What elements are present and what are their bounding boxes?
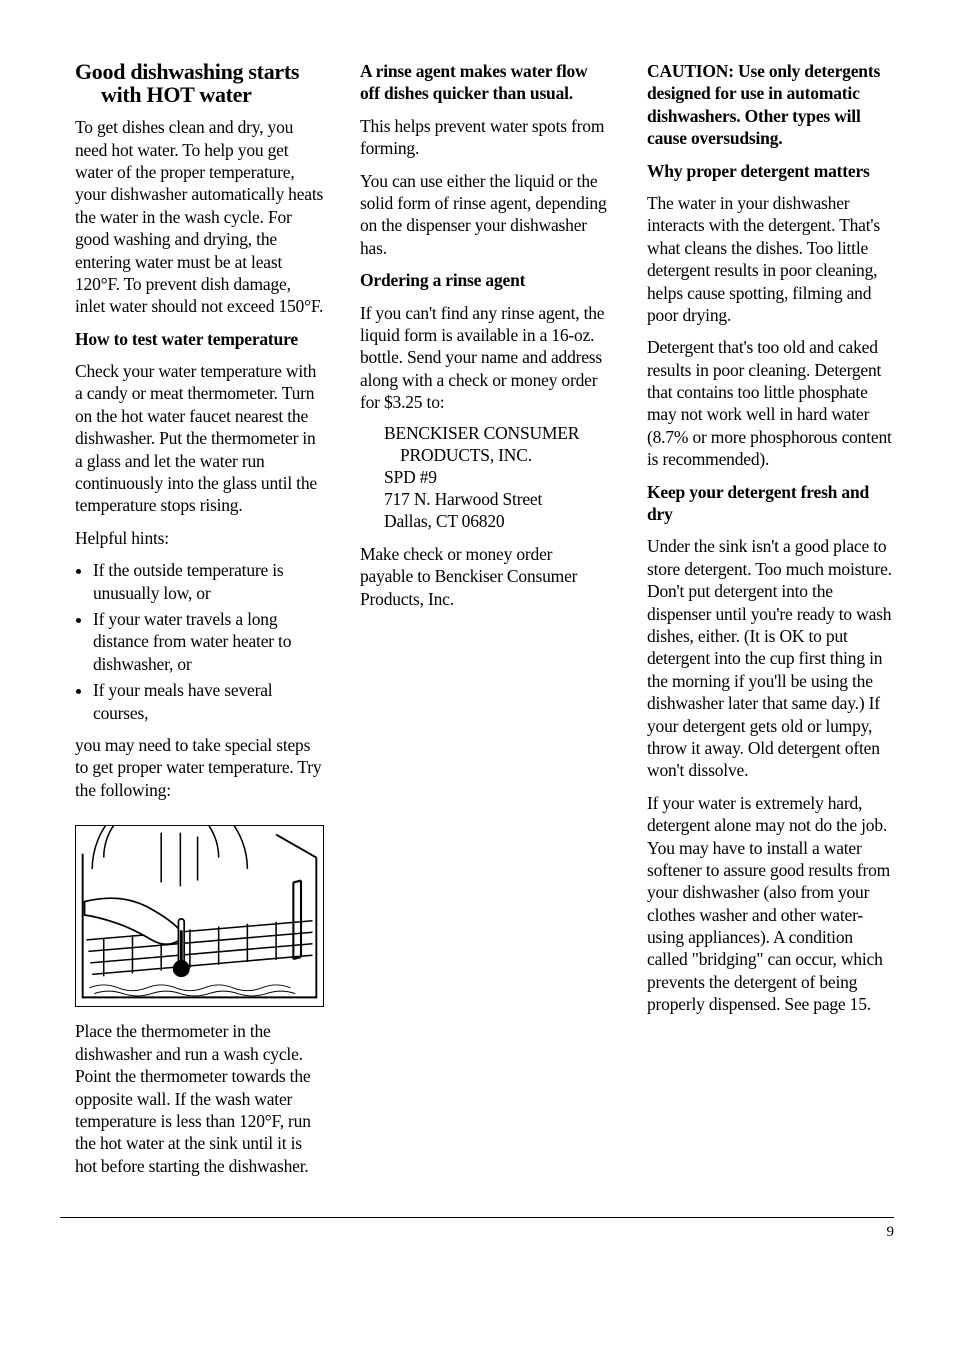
paragraph: Detergent that's too old and caked resul… [647,336,894,470]
text: Place the thermometer [75,1021,232,1041]
paragraph: To get dishes clean and dry, you need ho… [75,116,324,318]
paragraph: Make check or money order payable to Ben… [360,543,609,610]
paragraph: The water in your dishwasher interacts w… [647,192,894,326]
text: (8.7% [647,427,688,447]
paragraph-hints-label: Helpful hints: [75,527,324,549]
text: Detergent that's too old and caked resul… [647,337,881,424]
paragraph: You can use either the liquid or the sol… [360,170,609,260]
subheading-text: Why proper detergent matters [647,161,870,181]
column-3: CAUTION: Use only detergents designed fo… [645,60,894,1187]
paragraph: you may need to take special steps to ge… [75,734,324,801]
paragraph: If you can't find any rinse agent, the l… [360,302,609,414]
list-item: If your meals have several courses, [93,679,324,724]
text: of [801,972,815,992]
column-1: Good dishwashing starts with HOT water T… [75,60,324,1187]
page-footer: 9 [60,1217,894,1241]
text: If you can't find any rinse agent, the [360,303,604,323]
list-item: If your water travels a long distance fr… [93,608,324,675]
address-line: PRODUCTS, INC. [400,445,609,467]
section-heading-hot-water: Good dishwashing starts with HOT water [75,60,324,106]
heading-line2: with HOT water [101,83,324,106]
heading-line1: Good dishwashing starts [75,59,299,84]
paragraph: Under the sink isn't a good place to sto… [647,535,894,781]
text: If your water is extremely hard, deterge… [647,793,890,947]
subheading-ordering: Ordering a rinse agent [360,269,609,291]
column-2: A rinse agent makes water flow off dishe… [360,60,609,1187]
text: called [647,949,688,969]
address-line: Dallas, CT 06820 [384,511,609,533]
dishwasher-illustration [75,825,324,1007]
subheading-keep-fresh: Keep your detergent fresh and dry [647,481,894,526]
text: helps [647,283,683,303]
subheading-why-detergent: Why proper detergent matters [647,160,894,182]
caution-text: CAUTION: Use only detergents designed fo… [647,60,894,150]
subheading-text: Ordering a rinse agent [360,270,525,290]
paragraph: Place the thermometer in the dishwasher … [75,1020,324,1177]
paragraph: If your water is extremely hard, deterge… [647,792,894,1016]
subheading-rinse-agent: A rinse agent makes water flow off dishe… [360,60,609,105]
text: in [232,1021,245,1041]
paragraph: Check your water temperature with a cand… [75,360,324,517]
text: towards [231,1066,285,1086]
order-address: BENCKISER CONSUMER PRODUCTS, INC. SPD #9… [384,423,609,532]
address-line: BENCKISER CONSUMER [384,423,609,445]
text: The water in your dishwasher interacts w… [647,193,880,280]
list-item: If the outside temperature is unusually … [93,559,324,604]
subheading-text: How to test water temperature [75,329,298,349]
address-line: 717 N. Harwood Street [384,489,609,511]
text: If [175,1089,186,1109]
subheading-text: Keep your detergent fresh and dry [647,482,869,524]
paragraph: This helps prevent water spots from form… [360,115,609,160]
subheading-test-water: How to test water temperature [75,328,324,350]
hints-list: If the outside temperature is unusually … [75,559,324,724]
address-line: SPD #9 [384,467,609,489]
subheading-text: A rinse agent makes water flow off dishe… [360,61,587,103]
page-number: 9 [887,1224,895,1240]
text: liquid [360,325,400,345]
caution-block: CAUTION: Use only detergents designed fo… [647,60,894,150]
